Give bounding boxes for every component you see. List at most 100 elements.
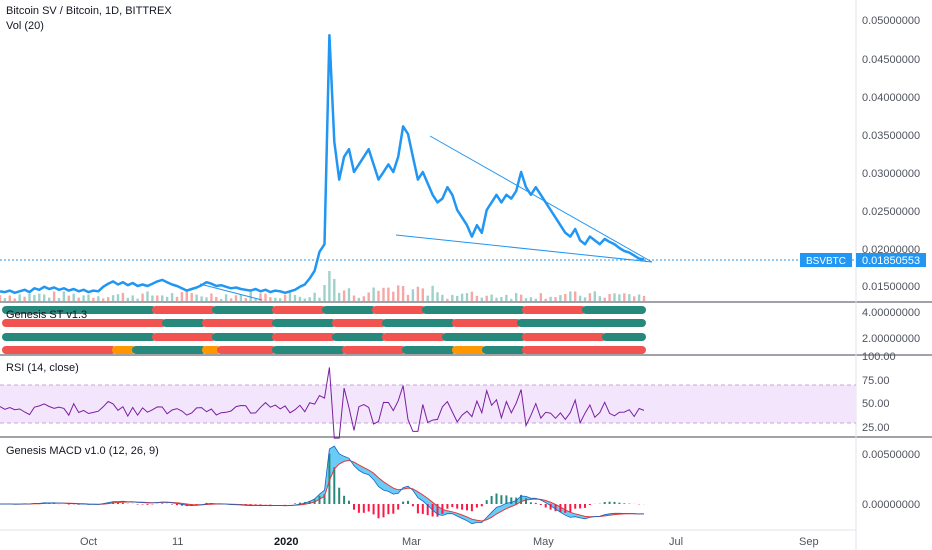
volume-bar [254, 298, 257, 301]
volume-bar [588, 293, 592, 301]
volume-bar [554, 297, 557, 301]
macd-line [0, 445, 645, 525]
volume-bar [288, 292, 292, 301]
volume-bar [107, 297, 110, 301]
macd-hist-bar [48, 503, 51, 504]
st-segment [602, 333, 646, 341]
price-line[interactable] [0, 33, 645, 295]
volume-bar [92, 297, 95, 301]
st-segment [202, 346, 221, 354]
macd-hist-bar [407, 500, 409, 504]
volume-bar [436, 292, 439, 301]
macd-hist-bar [470, 504, 473, 512]
macd-hist-bar [357, 504, 360, 513]
volume-bar [529, 297, 533, 301]
st-segment [382, 319, 456, 327]
volume-bar [608, 294, 611, 301]
volume-bar [298, 296, 302, 301]
macd-hist-bar [529, 502, 532, 504]
volume-bar [598, 296, 601, 301]
volume-bar [426, 295, 429, 301]
volume-bar [392, 291, 395, 301]
volume-bar [357, 297, 361, 301]
volume-bar [416, 286, 420, 301]
macd-hist-bar [559, 504, 562, 513]
volume-bar [224, 294, 228, 301]
st-segment [382, 333, 446, 341]
st-segment [452, 346, 486, 354]
volume-bar [121, 292, 125, 301]
macd-hist-bar [343, 495, 346, 504]
volume-bar [8, 295, 11, 301]
plot-area[interactable] [0, 0, 856, 550]
volume-bar [623, 293, 626, 301]
volume-bar [234, 295, 238, 301]
volume-bar [279, 298, 282, 301]
macd-hist-bar [377, 504, 380, 519]
volume-bar [628, 294, 631, 301]
volume-bar [539, 293, 542, 301]
st-segment [522, 306, 586, 314]
volume-bar [175, 296, 179, 301]
macd-hist-bar [554, 504, 557, 512]
st-segment [322, 306, 376, 314]
price-tick: 0.05000000 [862, 15, 920, 27]
volume-bar [593, 291, 596, 301]
macd-hist-bar [475, 504, 478, 508]
macd-hist-bar [495, 493, 498, 504]
st-segment [2, 306, 156, 314]
volume-label: Vol (20) [6, 20, 44, 32]
lower-trendline[interactable] [395, 234, 653, 263]
price-axis[interactable]: 0.05000000 0.04500000 0.04000000 0.03500… [862, 15, 920, 293]
macd-hist-bar [461, 504, 464, 510]
macd-hist-bar [298, 502, 301, 504]
volume-bar [421, 288, 424, 301]
macd-hist-bar [588, 504, 591, 505]
volume-bar [111, 295, 115, 301]
volume-bar [603, 297, 606, 301]
volume-bar [490, 294, 493, 301]
volume-bar [249, 291, 252, 301]
volume-bar [352, 295, 356, 301]
volume-bar [215, 296, 218, 301]
st-segment [582, 306, 646, 314]
rsi-tick: 100.00 [862, 351, 896, 363]
last-price-value: 0.01850553 [862, 255, 920, 267]
volume-bar [3, 298, 7, 301]
volume-bar [367, 292, 370, 301]
macd-hist-bar [353, 504, 355, 510]
volume-bar [524, 298, 528, 301]
volume-bar [190, 293, 193, 301]
volume-bar [406, 294, 410, 301]
volume-bar [583, 297, 587, 301]
upper-trendline[interactable] [429, 135, 653, 263]
volume-bar [239, 294, 243, 301]
macd-hist-bar [466, 504, 468, 511]
volume-bar [470, 291, 474, 301]
st-segment [2, 346, 116, 354]
time-axis[interactable]: Oct 11 2020 Mar May Jul Sep [80, 536, 819, 548]
macd-hist-bar [569, 504, 572, 513]
rsi-line[interactable] [0, 367, 645, 439]
volume-bar [62, 291, 66, 301]
volume-bar [485, 295, 488, 301]
price-tick: 0.04500000 [862, 54, 920, 66]
volume-bar [441, 294, 444, 301]
volume-bar [534, 298, 537, 301]
volume-bar [161, 295, 164, 301]
st-segment [2, 319, 166, 327]
volume-bar [283, 294, 287, 301]
st-segment [522, 346, 646, 354]
volume-bar [303, 298, 306, 301]
short-trendline[interactable] [199, 283, 263, 301]
volume-bar [146, 291, 149, 301]
volume-bar [510, 298, 513, 301]
macd-hist-bar [382, 504, 385, 518]
st-segment [522, 333, 606, 341]
time-label: Jul [669, 536, 683, 548]
macd-hist-bar [618, 502, 621, 504]
volume-bar [185, 291, 188, 301]
volume-bar [642, 295, 646, 301]
macd-hist-bar [387, 504, 390, 515]
